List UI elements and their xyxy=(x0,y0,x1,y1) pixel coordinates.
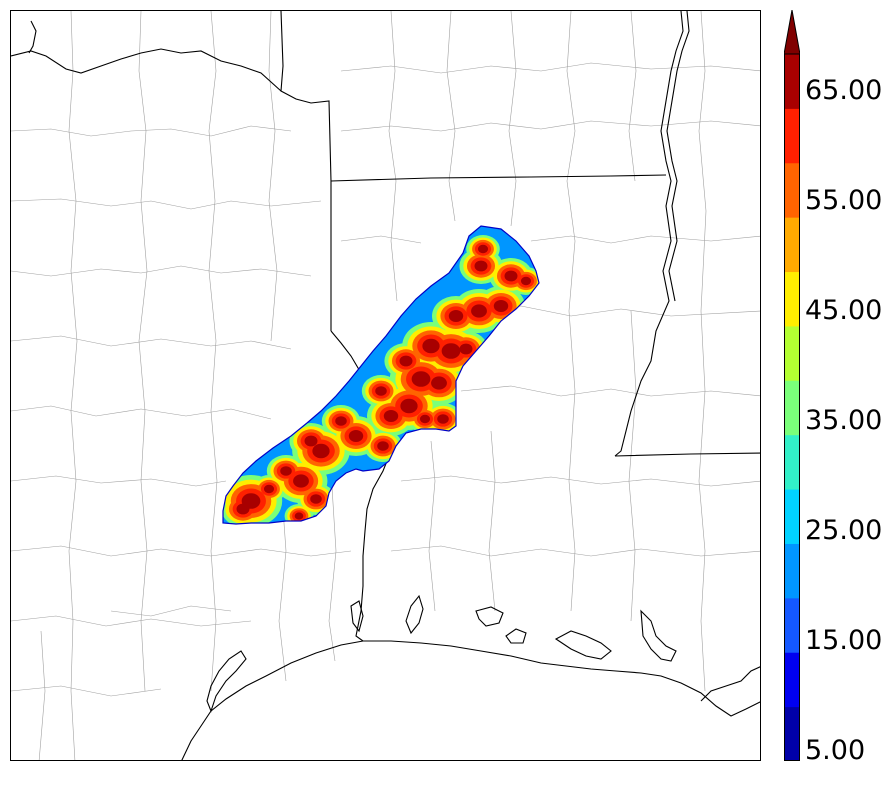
colorbar-label-5: 5.00 xyxy=(805,735,866,766)
county-borders xyxy=(11,11,760,760)
precip-cell xyxy=(459,343,473,355)
colorbar-segment xyxy=(784,271,800,327)
precip-cell xyxy=(474,260,488,272)
colorbar-segment xyxy=(784,325,800,381)
precip-cell xyxy=(471,304,487,318)
map-panel xyxy=(10,10,761,761)
colorbar-segment xyxy=(784,597,800,653)
colorbar-segment xyxy=(784,652,800,708)
precip-cell xyxy=(348,430,364,442)
colorbar-extend-arrow xyxy=(784,10,800,55)
colorbar-segment xyxy=(784,706,800,761)
colorbar xyxy=(784,10,800,761)
colorbar-label-55: 55.00 xyxy=(805,185,883,216)
precip-cell xyxy=(375,386,387,396)
colorbar-segment xyxy=(784,108,800,164)
colorbar-label-65: 65.00 xyxy=(805,75,883,106)
precip-cell xyxy=(236,503,250,515)
colorbar-segment xyxy=(784,380,800,436)
precip-cell xyxy=(310,494,322,504)
precip-swath-outline xyxy=(222,225,540,525)
precip-cell xyxy=(293,474,309,488)
precip-cell xyxy=(280,466,292,476)
colorbar-label-35: 35.00 xyxy=(805,405,883,436)
precip-cell xyxy=(504,270,518,282)
precip-cell xyxy=(520,276,532,286)
state-borders xyxy=(11,11,760,642)
precip-cell xyxy=(294,512,304,520)
precip-cell xyxy=(431,376,447,390)
precip-cell xyxy=(312,443,330,459)
precip-cell xyxy=(437,414,449,424)
precip-cell xyxy=(335,416,347,426)
colorbar-segment xyxy=(784,489,800,544)
colorbar-label-45: 45.00 xyxy=(805,295,883,326)
coastline xyxy=(181,594,760,760)
precip-cell xyxy=(399,355,413,367)
precip-cell xyxy=(411,371,431,387)
precip-cell xyxy=(377,441,389,451)
colorbar-segment xyxy=(784,217,800,273)
colorbar-label-25: 25.00 xyxy=(805,515,883,546)
precip-cell xyxy=(263,484,275,494)
colorbar-label-15: 15.00 xyxy=(805,625,883,656)
precip-cell xyxy=(477,244,489,254)
colorbar-segment xyxy=(784,543,800,599)
precip-cell xyxy=(441,343,461,359)
precip-cell xyxy=(448,310,464,322)
precip-cell xyxy=(493,300,509,312)
colorbar-segment xyxy=(784,162,800,218)
map-canvas xyxy=(11,11,760,760)
precip-cell xyxy=(419,414,431,424)
colorbar-outline xyxy=(784,53,800,761)
colorbar-segment xyxy=(784,434,800,490)
colorbar-segment xyxy=(784,54,800,109)
precip-cell xyxy=(422,338,440,354)
precip-cell xyxy=(383,410,399,422)
precip-cell xyxy=(400,398,418,414)
precip-cell xyxy=(304,435,318,447)
